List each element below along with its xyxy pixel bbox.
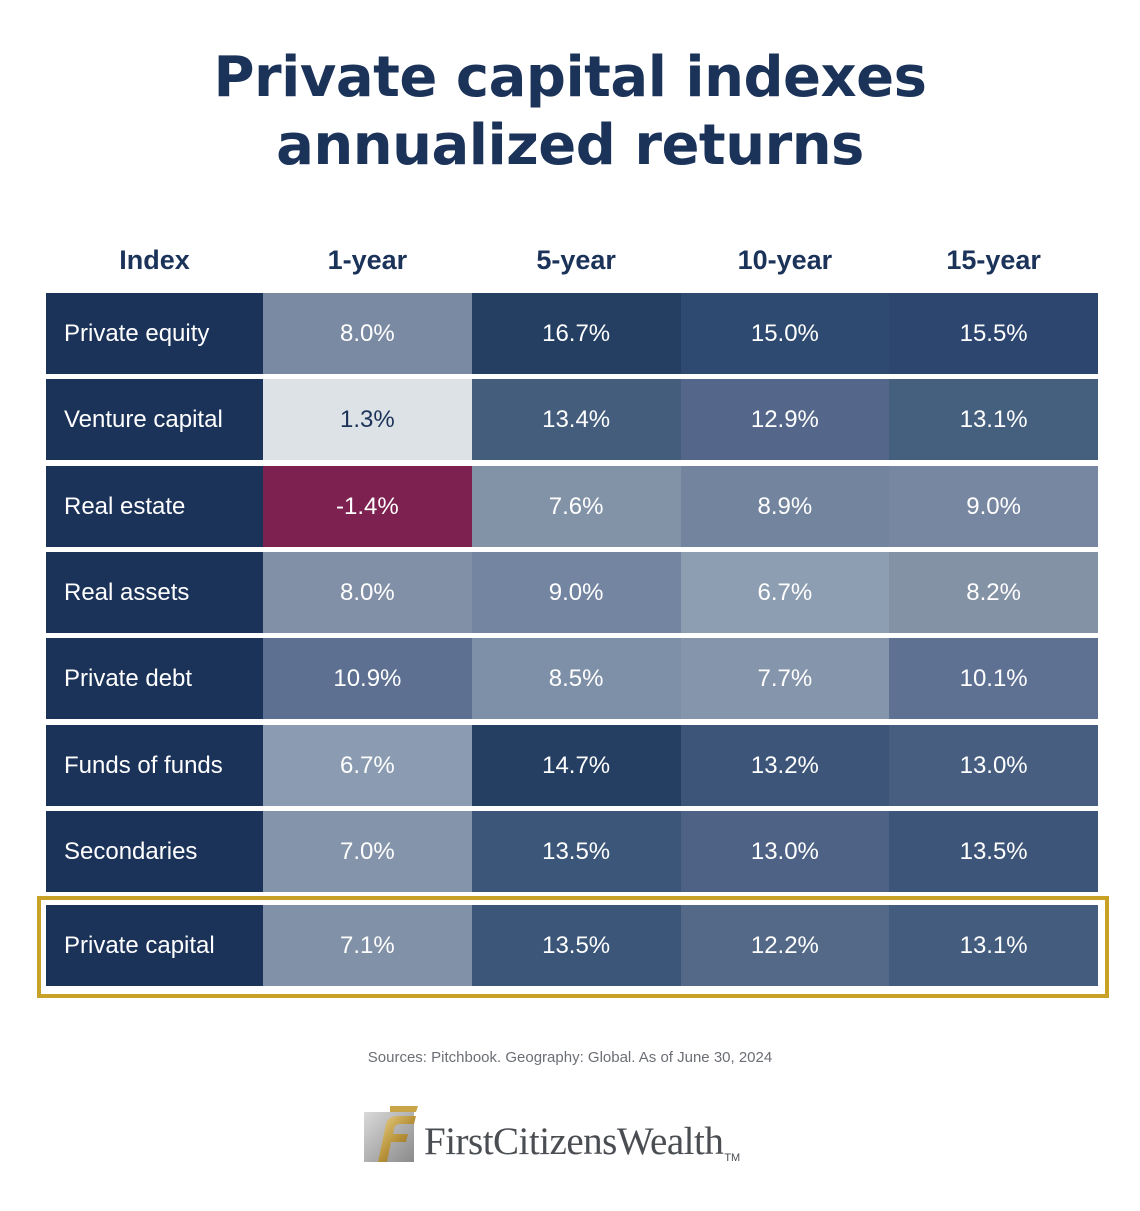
value-cell: 13.1%	[889, 905, 1098, 986]
value-cell: 12.2%	[680, 905, 890, 986]
chart-title: Private capital indexes annualized retur…	[0, 44, 1140, 180]
value-cell: 13.5%	[889, 811, 1098, 892]
table-row: Private capital 7.1% 13.5% 12.2% 13.1%	[46, 905, 1098, 986]
row-label: Private debt	[46, 638, 263, 719]
column-header-index: Index	[119, 244, 190, 275]
value-cell: 13.0%	[889, 725, 1098, 806]
value-cell: 8.0%	[263, 293, 472, 374]
value-cell: 1.3%	[263, 379, 472, 460]
column-header-5-year: 5-year	[536, 244, 616, 275]
value-cell: 8.0%	[263, 552, 472, 633]
first-citizens-wealth-logo: FirstCitizensWealth TM	[364, 1104, 740, 1164]
table-header: Index 1-year 5-year 10-year 15-year	[46, 236, 1098, 284]
row-label: Real estate	[46, 466, 263, 547]
row-label: Private capital	[46, 905, 263, 986]
table-row: Secondaries 7.0% 13.5% 13.0% 13.5%	[46, 811, 1098, 892]
value-cell: 13.1%	[889, 379, 1098, 460]
value-cell: 9.0%	[889, 466, 1098, 547]
column-header-15-year: 15-year	[946, 244, 1041, 275]
value-cell: 13.2%	[680, 725, 890, 806]
value-cell: 13.5%	[471, 905, 681, 986]
value-cell: 6.7%	[263, 725, 472, 806]
value-cell: 13.4%	[471, 379, 681, 460]
value-cell: 8.9%	[680, 466, 890, 547]
row-label: Venture capital	[46, 379, 263, 460]
table-row: Real estate -1.4% 7.6% 8.9% 9.0%	[46, 466, 1098, 547]
first-citizens-logo-icon	[364, 1106, 418, 1162]
row-label: Private equity	[46, 293, 263, 374]
value-cell: 14.7%	[471, 725, 681, 806]
table-row: Venture capital 1.3% 13.4% 12.9% 13.1%	[46, 379, 1098, 460]
value-cell: 6.7%	[680, 552, 890, 633]
table-row: Private equity 8.0% 16.7% 15.0% 15.5%	[46, 293, 1098, 374]
value-cell: 16.7%	[471, 293, 681, 374]
title-line-1: Private capital indexes	[213, 45, 927, 110]
value-cell: 15.0%	[680, 293, 890, 374]
row-label: Funds of funds	[46, 725, 263, 806]
table-row: Funds of funds 6.7% 14.7% 13.2% 13.0%	[46, 725, 1098, 806]
value-cell: 10.9%	[263, 638, 472, 719]
value-cell: 8.5%	[471, 638, 681, 719]
value-cell: 7.0%	[263, 811, 472, 892]
title-line-2: annualized returns	[276, 113, 864, 178]
column-header-10-year: 10-year	[737, 244, 833, 275]
table-row: Real assets 8.0% 9.0% 6.7% 8.2%	[46, 552, 1098, 633]
value-cell: 7.7%	[680, 638, 890, 719]
value-cell: 13.0%	[680, 811, 890, 892]
private-capital-highlight-frame	[37, 896, 1109, 998]
trademark-mark: TM	[724, 1152, 741, 1164]
logo-wordmark: FirstCitizensWealth	[424, 1120, 724, 1163]
value-cell: 10.1%	[889, 638, 1098, 719]
value-cell: 9.0%	[471, 552, 681, 633]
column-header-1-year: 1-year	[327, 244, 408, 275]
value-cell: 7.6%	[471, 466, 681, 547]
value-cell: 12.9%	[680, 379, 890, 460]
value-cell: 8.2%	[889, 552, 1098, 633]
value-cell: -1.4%	[263, 466, 472, 547]
table-row: Private debt 10.9% 8.5% 7.7% 10.1%	[46, 638, 1098, 719]
row-label: Real assets	[46, 552, 263, 633]
value-cell: 13.5%	[471, 811, 681, 892]
source-note: Sources: Pitchbook. Geography: Global. A…	[367, 1049, 773, 1066]
row-label: Secondaries	[46, 811, 263, 892]
value-cell: 7.1%	[263, 905, 472, 986]
value-cell: 15.5%	[889, 293, 1098, 374]
